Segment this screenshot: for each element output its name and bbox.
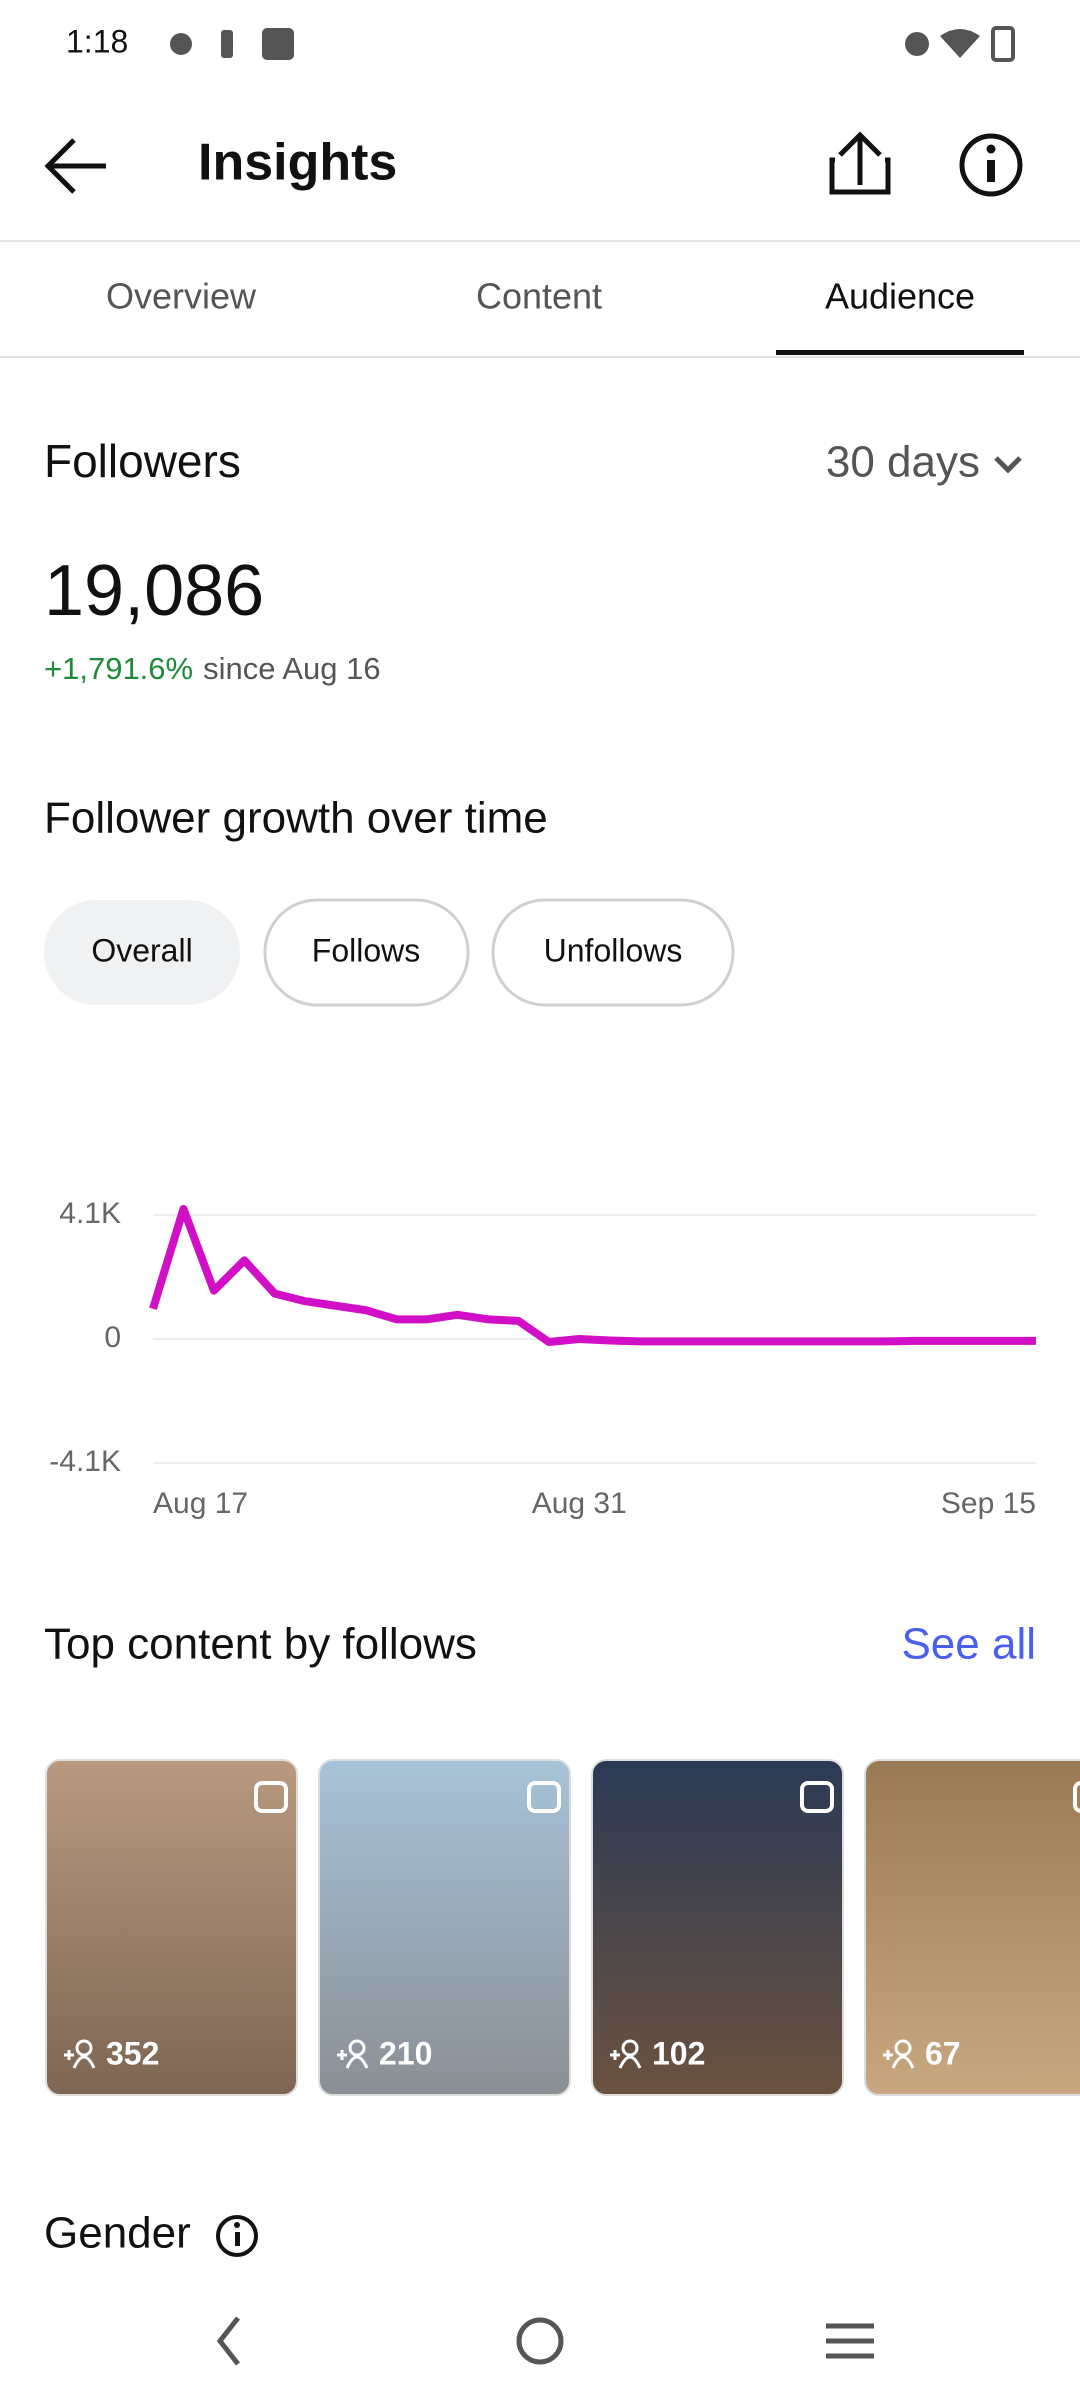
status-time: 1:18 (66, 23, 128, 59)
nav-home[interactable] (516, 2317, 564, 2365)
page-title: Insights (198, 134, 397, 192)
range-select[interactable]: 30 days (826, 438, 980, 487)
follow-count: 67 (925, 2035, 961, 2071)
chip[interactable] (491, 898, 735, 1007)
chip-active[interactable] (44, 900, 240, 1005)
change-percent: +1,791.6% (44, 651, 193, 686)
follow-count: 210 (379, 2035, 432, 2071)
series-line (149, 1204, 1036, 1347)
nav-menu[interactable] (826, 2323, 874, 2359)
content-thumbnail[interactable] (591, 1759, 844, 2096)
thumbnails: 352 210 102 67 (45, 1759, 1080, 2096)
share-button[interactable] (829, 131, 891, 195)
y-tick-label: 4.1K (59, 1197, 121, 1230)
tab[interactable]: Content (476, 276, 602, 317)
content-thumbnail[interactable] (45, 1759, 298, 2096)
change-since: since Aug 16 (203, 651, 381, 686)
content-thumbnail[interactable] (318, 1759, 571, 2096)
chip[interactable] (263, 898, 470, 1007)
reel-icon (800, 1781, 834, 1813)
info-icon[interactable] (216, 2215, 258, 2257)
status-icons (170, 26, 1015, 62)
x-tick-label: Aug 31 (532, 1487, 627, 1520)
follow-icon (337, 2039, 369, 2069)
tab-indicator (776, 350, 1024, 355)
follow-count: 352 (106, 2035, 159, 2071)
y-tick-label: -4.1K (49, 1445, 121, 1478)
change-text: +1,791.6% since Aug 16 (44, 651, 381, 686)
reel-icon (1073, 1781, 1080, 1813)
follower-total: 19,086 (44, 551, 264, 631)
content-thumbnail[interactable] (864, 1759, 1080, 2096)
chart: -4.1K 0 4.1K Aug 17 Aug 31 Sep 15 (49, 1197, 1036, 1520)
follow-count: 102 (652, 2035, 705, 2071)
info-button[interactable] (959, 133, 1023, 197)
x-tick-label: Sep 15 (941, 1487, 1036, 1520)
reel-icon (527, 1781, 561, 1813)
section-title: Gender (44, 2209, 191, 2258)
dropdown-icon[interactable] (994, 456, 1022, 474)
nav-back[interactable] (216, 2316, 240, 2366)
chip-label[interactable]: Overall (91, 932, 192, 968)
section-title: Follower growth over time (44, 794, 548, 843)
tab[interactable]: Overview (106, 276, 257, 317)
x-tick-label: Aug 17 (153, 1487, 248, 1520)
chip-label[interactable]: Unfollows (544, 932, 683, 968)
follow-icon (883, 2039, 915, 2069)
follow-icon (64, 2039, 96, 2069)
tab-active[interactable]: Audience (825, 276, 975, 317)
chip-label[interactable]: Follows (312, 932, 420, 968)
follow-icon (610, 2039, 642, 2069)
back-button[interactable] (44, 138, 106, 194)
reel-icon (254, 1781, 288, 1813)
y-tick-label: 0 (104, 1321, 121, 1354)
nav-bar (216, 2316, 874, 2366)
section-title: Top content by follows (44, 1620, 477, 1669)
section-title: Followers (44, 435, 241, 487)
see-all-link[interactable]: See all (901, 1620, 1036, 1669)
